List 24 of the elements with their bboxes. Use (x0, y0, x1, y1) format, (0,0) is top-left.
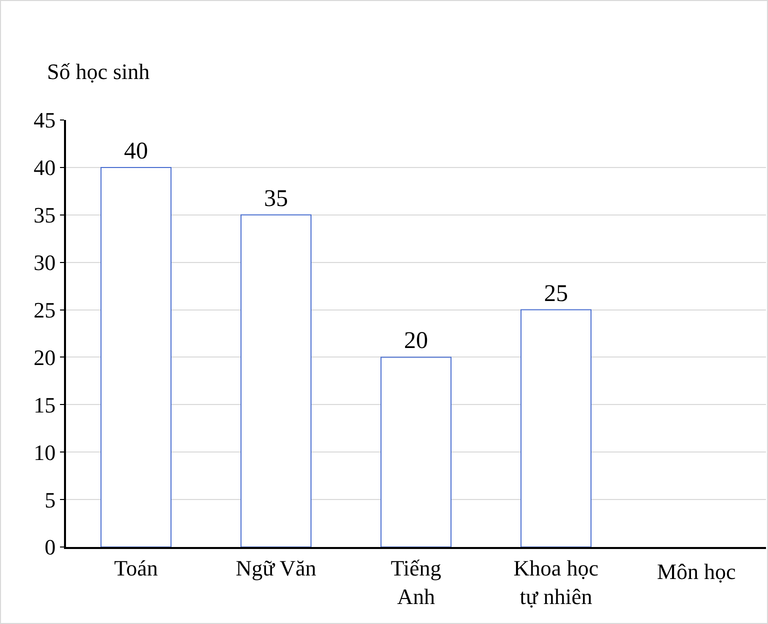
y-tick-label: 30 (34, 250, 56, 276)
y-tick-label: 10 (34, 440, 56, 465)
bar (100, 166, 172, 547)
y-tick-label: 25 (34, 297, 56, 322)
x-tick-label: Toán (114, 555, 158, 580)
y-tick-label: 0 (44, 534, 56, 560)
bar (240, 214, 312, 547)
y-tick-label: 20 (34, 344, 56, 370)
data-label: 35 (264, 186, 288, 212)
x-tick-label: Ngữ Văn (236, 555, 316, 580)
x-tick-label: Khoa học tự nhiên (514, 555, 599, 609)
y-tick-label: 45 (34, 108, 56, 133)
x-tick-label: Tiếng Anh (390, 555, 442, 609)
y-tick-label: 5 (44, 487, 56, 512)
data-label: 20 (404, 328, 428, 354)
x-axis-title: Môn học (657, 559, 736, 584)
data-label: 40 (124, 138, 148, 164)
y-axis-title: Số học sinh (47, 59, 150, 84)
y-tick-label: 15 (34, 392, 56, 418)
bar (380, 356, 452, 547)
bar (520, 309, 592, 547)
y-tick-label: 40 (34, 155, 56, 180)
data-label: 25 (544, 280, 568, 307)
y-tick-label: 35 (34, 202, 56, 228)
